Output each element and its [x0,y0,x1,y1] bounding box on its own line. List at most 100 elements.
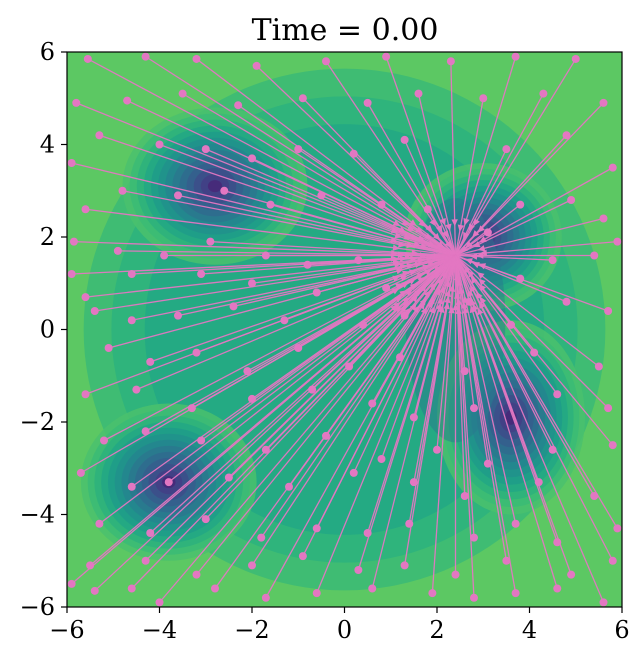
particle-point [433,445,441,454]
x-tick-label: 2 [429,616,444,644]
arrow-head [394,305,402,313]
arrow-head [394,295,403,303]
particle-point [516,274,525,283]
particle-point [285,482,293,491]
arrow-head [420,306,428,315]
particle-point [428,589,437,598]
particle-arrow [71,255,456,585]
arrow-head [465,241,473,248]
arrow-head [410,295,419,303]
particle-point [312,524,321,533]
particle-arrow [131,255,456,589]
particle-point [178,89,187,98]
arrow-head [429,306,435,314]
arrow-head [443,301,450,310]
particle-point [90,586,99,595]
particle-point [460,367,469,376]
y-tick-label: 2 [40,223,55,251]
particle-point [548,256,557,265]
plot-area [66,51,623,608]
particle-point [562,297,571,306]
particle-point [423,205,432,214]
particle-point [123,96,132,105]
arrow-head [477,272,485,279]
arrow-head [472,230,480,238]
arrow-head [392,244,400,251]
arrow-head [395,283,403,290]
particles [67,52,622,607]
particle-point [81,390,90,399]
particle-point [146,529,155,537]
particle-point [613,237,622,246]
particle-point [479,94,488,103]
arrow-head [392,219,401,227]
contour-level [207,180,223,193]
particle-point [248,394,256,403]
arrow-head [460,245,468,253]
particle-point [562,131,571,140]
particle-point [224,473,233,482]
arrow-head [392,275,400,282]
arrow-head [477,225,485,233]
particle-point [220,186,229,195]
arrow-head [405,289,413,297]
y-tick-label: 4 [40,131,55,159]
particle-point [308,385,317,394]
x-tick-label: −2 [234,616,269,644]
particle-point [483,459,492,468]
particle-point [470,404,478,413]
arrow-head [455,306,462,315]
particle-point [516,200,525,209]
arrow-head [418,301,425,310]
particle-point [118,186,127,195]
particle-point [280,316,289,325]
particle-point [86,561,95,570]
particle-point [405,519,414,528]
arrow-head [420,242,428,250]
arrow-head [418,219,426,228]
particle-point [613,524,622,533]
particle-point [599,214,608,223]
particle-point [192,54,201,63]
particle-point [248,154,256,163]
particle-point [382,283,391,292]
arrow-head [442,230,448,239]
arrow-head [403,233,412,240]
particle-point [294,344,303,352]
particle-point [400,135,409,144]
y-axis: −6 −4 −2 0 2 4 6 [20,38,67,621]
particle-point [67,159,76,167]
arrow-head [393,261,402,269]
particle-point [604,404,613,413]
particle-point [539,89,548,98]
arrow-head [451,219,458,227]
particle-point [594,362,603,371]
arrow-head [439,218,446,226]
y-tick-label: 0 [40,316,55,344]
arrow-head [401,301,410,309]
particle-point [548,445,557,454]
arrow-head [455,297,462,306]
particle-point [141,52,150,61]
particle-arrow [98,254,456,525]
arrow-head [433,233,441,241]
particle-arrow [145,255,456,562]
particle-point [368,584,377,593]
x-tick-label: −4 [142,616,177,644]
particle-point [368,399,377,408]
particle-point [174,191,182,200]
arrow-head [445,223,452,232]
particle-point [197,436,206,445]
arrow-head [397,251,405,258]
particle-point [414,89,423,98]
arrow-head [411,249,419,257]
x-axis: −6 −4 −2 0 2 4 6 [49,607,630,644]
particle-point [451,570,460,579]
particle-point [76,468,85,477]
particle-point [553,538,562,547]
particle-point [206,237,215,246]
particle-point [507,320,515,329]
arrow-head [479,249,488,257]
particle-point [104,344,113,352]
particle-point [354,566,363,574]
